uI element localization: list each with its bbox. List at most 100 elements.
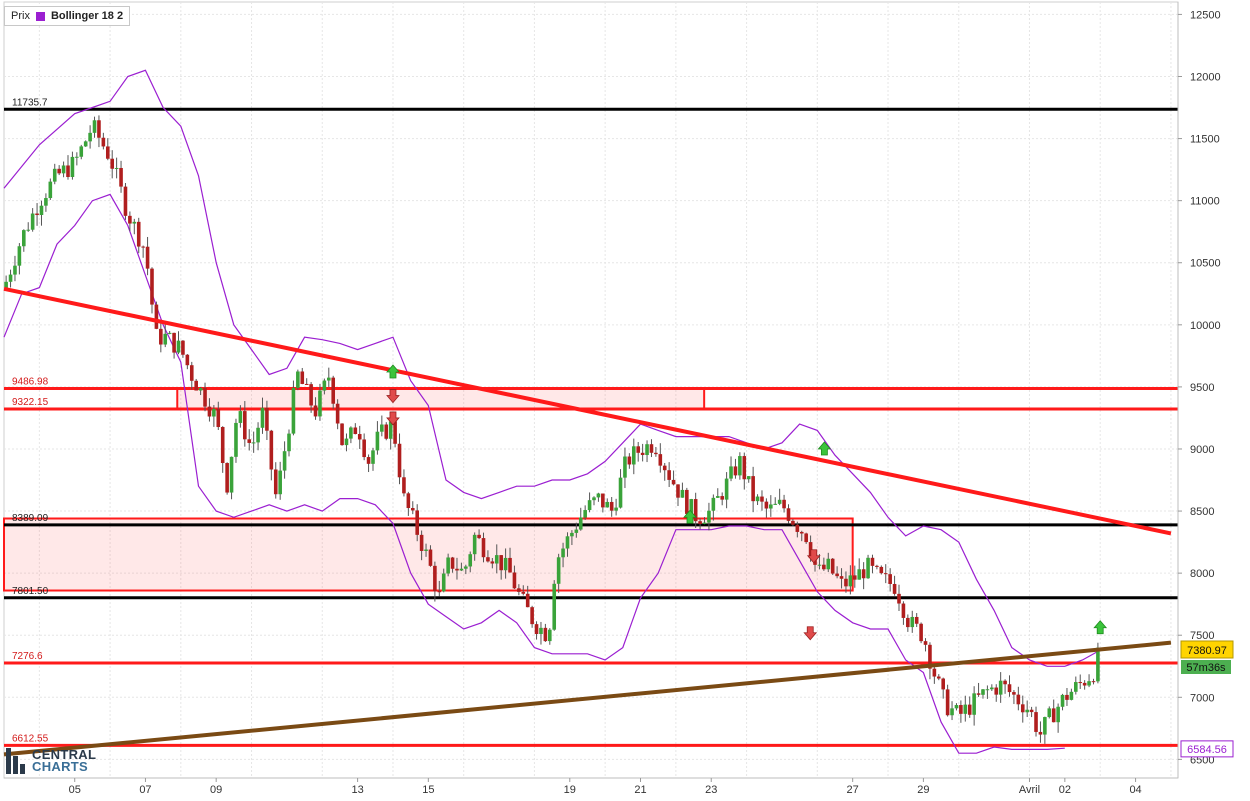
candle-bearish: [534, 624, 539, 635]
candle-bullish: [114, 167, 119, 169]
candle-bearish: [667, 470, 671, 480]
candle-bullish: [229, 456, 234, 493]
candle-bullish: [446, 557, 450, 574]
candle-bearish: [751, 476, 755, 502]
candle-bearish: [265, 407, 269, 431]
y-axis-tick-label: 9000: [1190, 444, 1214, 456]
candle-bearish: [141, 246, 145, 248]
candle-bullish: [132, 221, 137, 224]
signal-up-arrow-icon: [683, 509, 697, 524]
candle-bullish: [198, 388, 203, 391]
candle-bearish: [362, 439, 366, 458]
candle-bullish: [1074, 682, 1078, 692]
candle-bearish: [490, 561, 495, 564]
candle-bearish: [66, 165, 70, 177]
y-axis-tick-label: 9500: [1190, 382, 1214, 394]
candle-bullish: [4, 281, 8, 288]
x-axis-tick-label: 09: [210, 784, 222, 796]
candle-bullish: [75, 156, 79, 158]
candle-bullish: [70, 156, 75, 177]
y-axis-tick-label: 11500: [1190, 134, 1220, 146]
candle-bullish: [83, 141, 88, 147]
candle-bearish: [525, 593, 530, 608]
candle-bullish: [623, 456, 627, 478]
candle-bearish: [530, 607, 534, 625]
candle-bearish: [609, 501, 614, 511]
x-axis-tick-label: 04: [1129, 784, 1141, 796]
candle-bearish: [822, 564, 826, 570]
candle-bullish: [574, 529, 579, 533]
candle-bullish: [92, 120, 97, 133]
horizontal-level-label: 7276.6: [12, 651, 43, 662]
candle-bullish: [729, 466, 733, 479]
candle-bullish: [548, 629, 552, 642]
candle-bullish: [990, 687, 994, 690]
candle-bearish: [384, 424, 389, 439]
current-price-value: 7380.97: [1187, 645, 1227, 657]
y-axis-tick-label: 12000: [1190, 71, 1221, 83]
candle-bullish: [176, 340, 181, 353]
candle-bullish: [375, 431, 380, 451]
candle-bearish: [839, 576, 844, 579]
candle-bearish: [57, 168, 61, 174]
candle-bullish: [322, 380, 327, 391]
legend-bollinger-swatch: [35, 11, 45, 21]
candle-bullish: [291, 387, 296, 434]
candle-bearish: [764, 501, 769, 509]
candle-bearish: [888, 574, 892, 584]
candle-bullish: [773, 503, 778, 505]
candle-bullish: [79, 146, 84, 157]
x-axis-tick-label: 23: [705, 784, 717, 796]
y-axis-tick-label: 10500: [1190, 258, 1221, 270]
candle-bullish: [689, 499, 694, 514]
candle-bearish: [455, 568, 459, 571]
candle-bearish: [1020, 704, 1025, 713]
candle-bearish: [128, 215, 132, 224]
candle-bullish: [645, 444, 649, 456]
candle-bullish: [13, 265, 17, 275]
candle-bullish: [769, 504, 773, 509]
candle-bullish: [326, 377, 331, 381]
candle-bullish: [30, 213, 35, 230]
candle-bearish: [450, 557, 455, 569]
y-axis-tick-label: 10000: [1190, 320, 1221, 332]
candle-bearish: [861, 569, 866, 579]
candle-bullish: [1056, 706, 1060, 723]
candle-bearish: [1003, 680, 1007, 685]
candle-bearish: [932, 668, 937, 677]
candle-bullish: [596, 493, 601, 498]
candle-bearish: [415, 510, 419, 535]
candle-bearish: [243, 411, 247, 440]
candle-bearish: [486, 557, 490, 562]
candle-bullish: [565, 536, 570, 549]
candle-bearish: [1078, 682, 1083, 684]
candle-bullish: [539, 627, 543, 635]
candle-bearish: [720, 496, 724, 500]
candle-bearish: [936, 676, 941, 679]
candle-bullish: [238, 411, 243, 423]
x-axis-tick-label: 02: [1059, 784, 1071, 796]
candle-bearish: [512, 572, 517, 589]
signal-down-arrow-icon: [386, 389, 400, 404]
x-axis-tick-label: 13: [351, 784, 363, 796]
candle-bullish: [318, 390, 322, 417]
candle-bearish: [406, 493, 411, 509]
candle-timer-value: 57m36s: [1186, 662, 1226, 674]
y-axis-tick-label: 8000: [1190, 568, 1214, 580]
candle-bullish: [1069, 691, 1074, 700]
candle-bullish: [1087, 681, 1091, 686]
trendline: [3, 640, 1172, 757]
candle-bearish: [795, 524, 800, 532]
candle-bullish: [260, 407, 265, 428]
candle-bearish: [676, 484, 680, 498]
candle-bullish: [981, 689, 985, 695]
y-axis-tick-label: 11000: [1190, 196, 1220, 208]
logo-line1: CENTRAL: [32, 747, 97, 762]
candle-bearish: [640, 452, 645, 456]
candle-bullish: [552, 583, 557, 630]
candle-bearish: [945, 689, 950, 716]
candle-bullish: [1096, 647, 1100, 682]
candle-bearish: [791, 520, 795, 525]
candle-bullish: [251, 442, 256, 444]
